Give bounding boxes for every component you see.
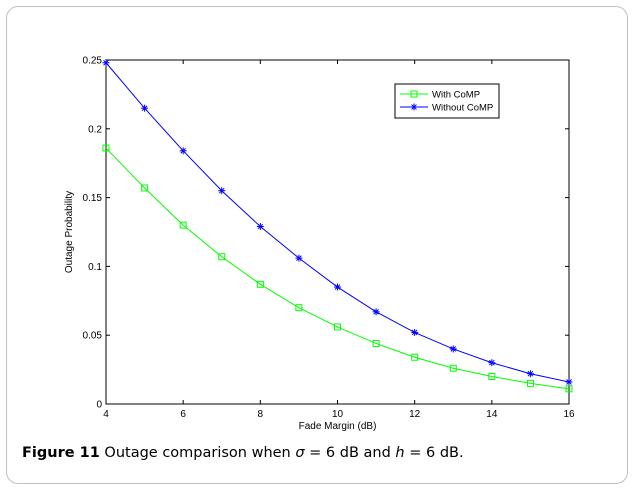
series-with-comp <box>102 144 573 393</box>
outage-chart: 4 6 8 10 12 14 16 0 0.05 0.1 0.15 0.2 0.25 Fade Margi… <box>64 56 575 433</box>
x-tick-label: 4 <box>103 409 109 420</box>
legend-entry-label: Without CoMP <box>432 103 493 114</box>
caption-h: h <box>395 445 405 461</box>
x-axis-label: Fade Margin (dB) <box>299 421 377 432</box>
data-point-square <box>218 253 226 261</box>
figure-caption: Figure 11 Outage comparison when σ = 6 d… <box>22 445 622 461</box>
data-point-square <box>372 339 380 347</box>
data-point-asterisk <box>449 345 457 353</box>
data-point-asterisk <box>372 308 380 316</box>
y-tick-label: 0.15 <box>83 193 103 204</box>
series-without-comp <box>102 59 573 386</box>
x-tick-label: 16 <box>563 409 575 420</box>
plot-area: 4 6 8 10 12 14 16 0 0.05 0.1 0.15 0.2 0.25 Fade Margi… <box>64 56 575 433</box>
data-point-asterisk <box>218 187 226 195</box>
y-axis-label: Outage Probability <box>64 191 75 273</box>
data-point-square <box>410 90 418 98</box>
x-tick-label: 8 <box>258 409 264 420</box>
data-point-square <box>411 353 419 361</box>
legend: With CoMP Without CoMP <box>394 83 500 119</box>
legend-box <box>394 83 500 119</box>
data-point-asterisk <box>411 328 419 336</box>
y-tick-label: 0.1 <box>88 262 102 273</box>
data-point-square <box>488 372 496 380</box>
caption-sigma: σ <box>295 445 305 461</box>
data-point-asterisk <box>179 147 187 155</box>
series-line <box>105 147 570 390</box>
data-point-asterisk <box>410 103 418 111</box>
data-point-square <box>334 323 341 331</box>
caption-text-1: Outage comparison when <box>104 445 296 461</box>
data-point-asterisk <box>526 370 534 378</box>
data-point-asterisk <box>295 254 303 262</box>
data-point-square <box>102 144 110 152</box>
data-point-square <box>526 379 534 387</box>
y-tick-label: 0.05 <box>83 331 103 342</box>
data-point-asterisk <box>102 59 110 67</box>
y-tick-label: 0.2 <box>88 124 102 135</box>
caption-text-3: = 6 dB. <box>404 445 464 461</box>
data-point-square <box>449 364 457 372</box>
x-tick-label: 10 <box>332 409 344 420</box>
data-point-square <box>256 280 264 288</box>
data-point-asterisk <box>334 283 341 291</box>
x-tick-label: 12 <box>409 409 421 420</box>
data-point-square <box>295 304 303 312</box>
data-point-asterisk <box>141 104 149 112</box>
data-point-square <box>141 184 149 192</box>
y-tick-label: 0 <box>96 400 102 411</box>
legend-entry-label: With CoMP <box>432 90 480 101</box>
figure-label: Figure 11 <box>22 445 100 461</box>
data-point-asterisk <box>488 359 496 367</box>
caption-text-2: = 6 dB and <box>304 445 396 461</box>
data-point-asterisk <box>565 378 573 386</box>
data-point-square <box>565 385 573 393</box>
axes-box <box>105 59 570 405</box>
data-point-square <box>179 221 187 229</box>
y-tick-label: 0.25 <box>83 56 103 67</box>
x-tick-label: 14 <box>486 409 498 420</box>
x-tick-label: 6 <box>180 409 186 420</box>
data-point-asterisk <box>256 222 264 230</box>
